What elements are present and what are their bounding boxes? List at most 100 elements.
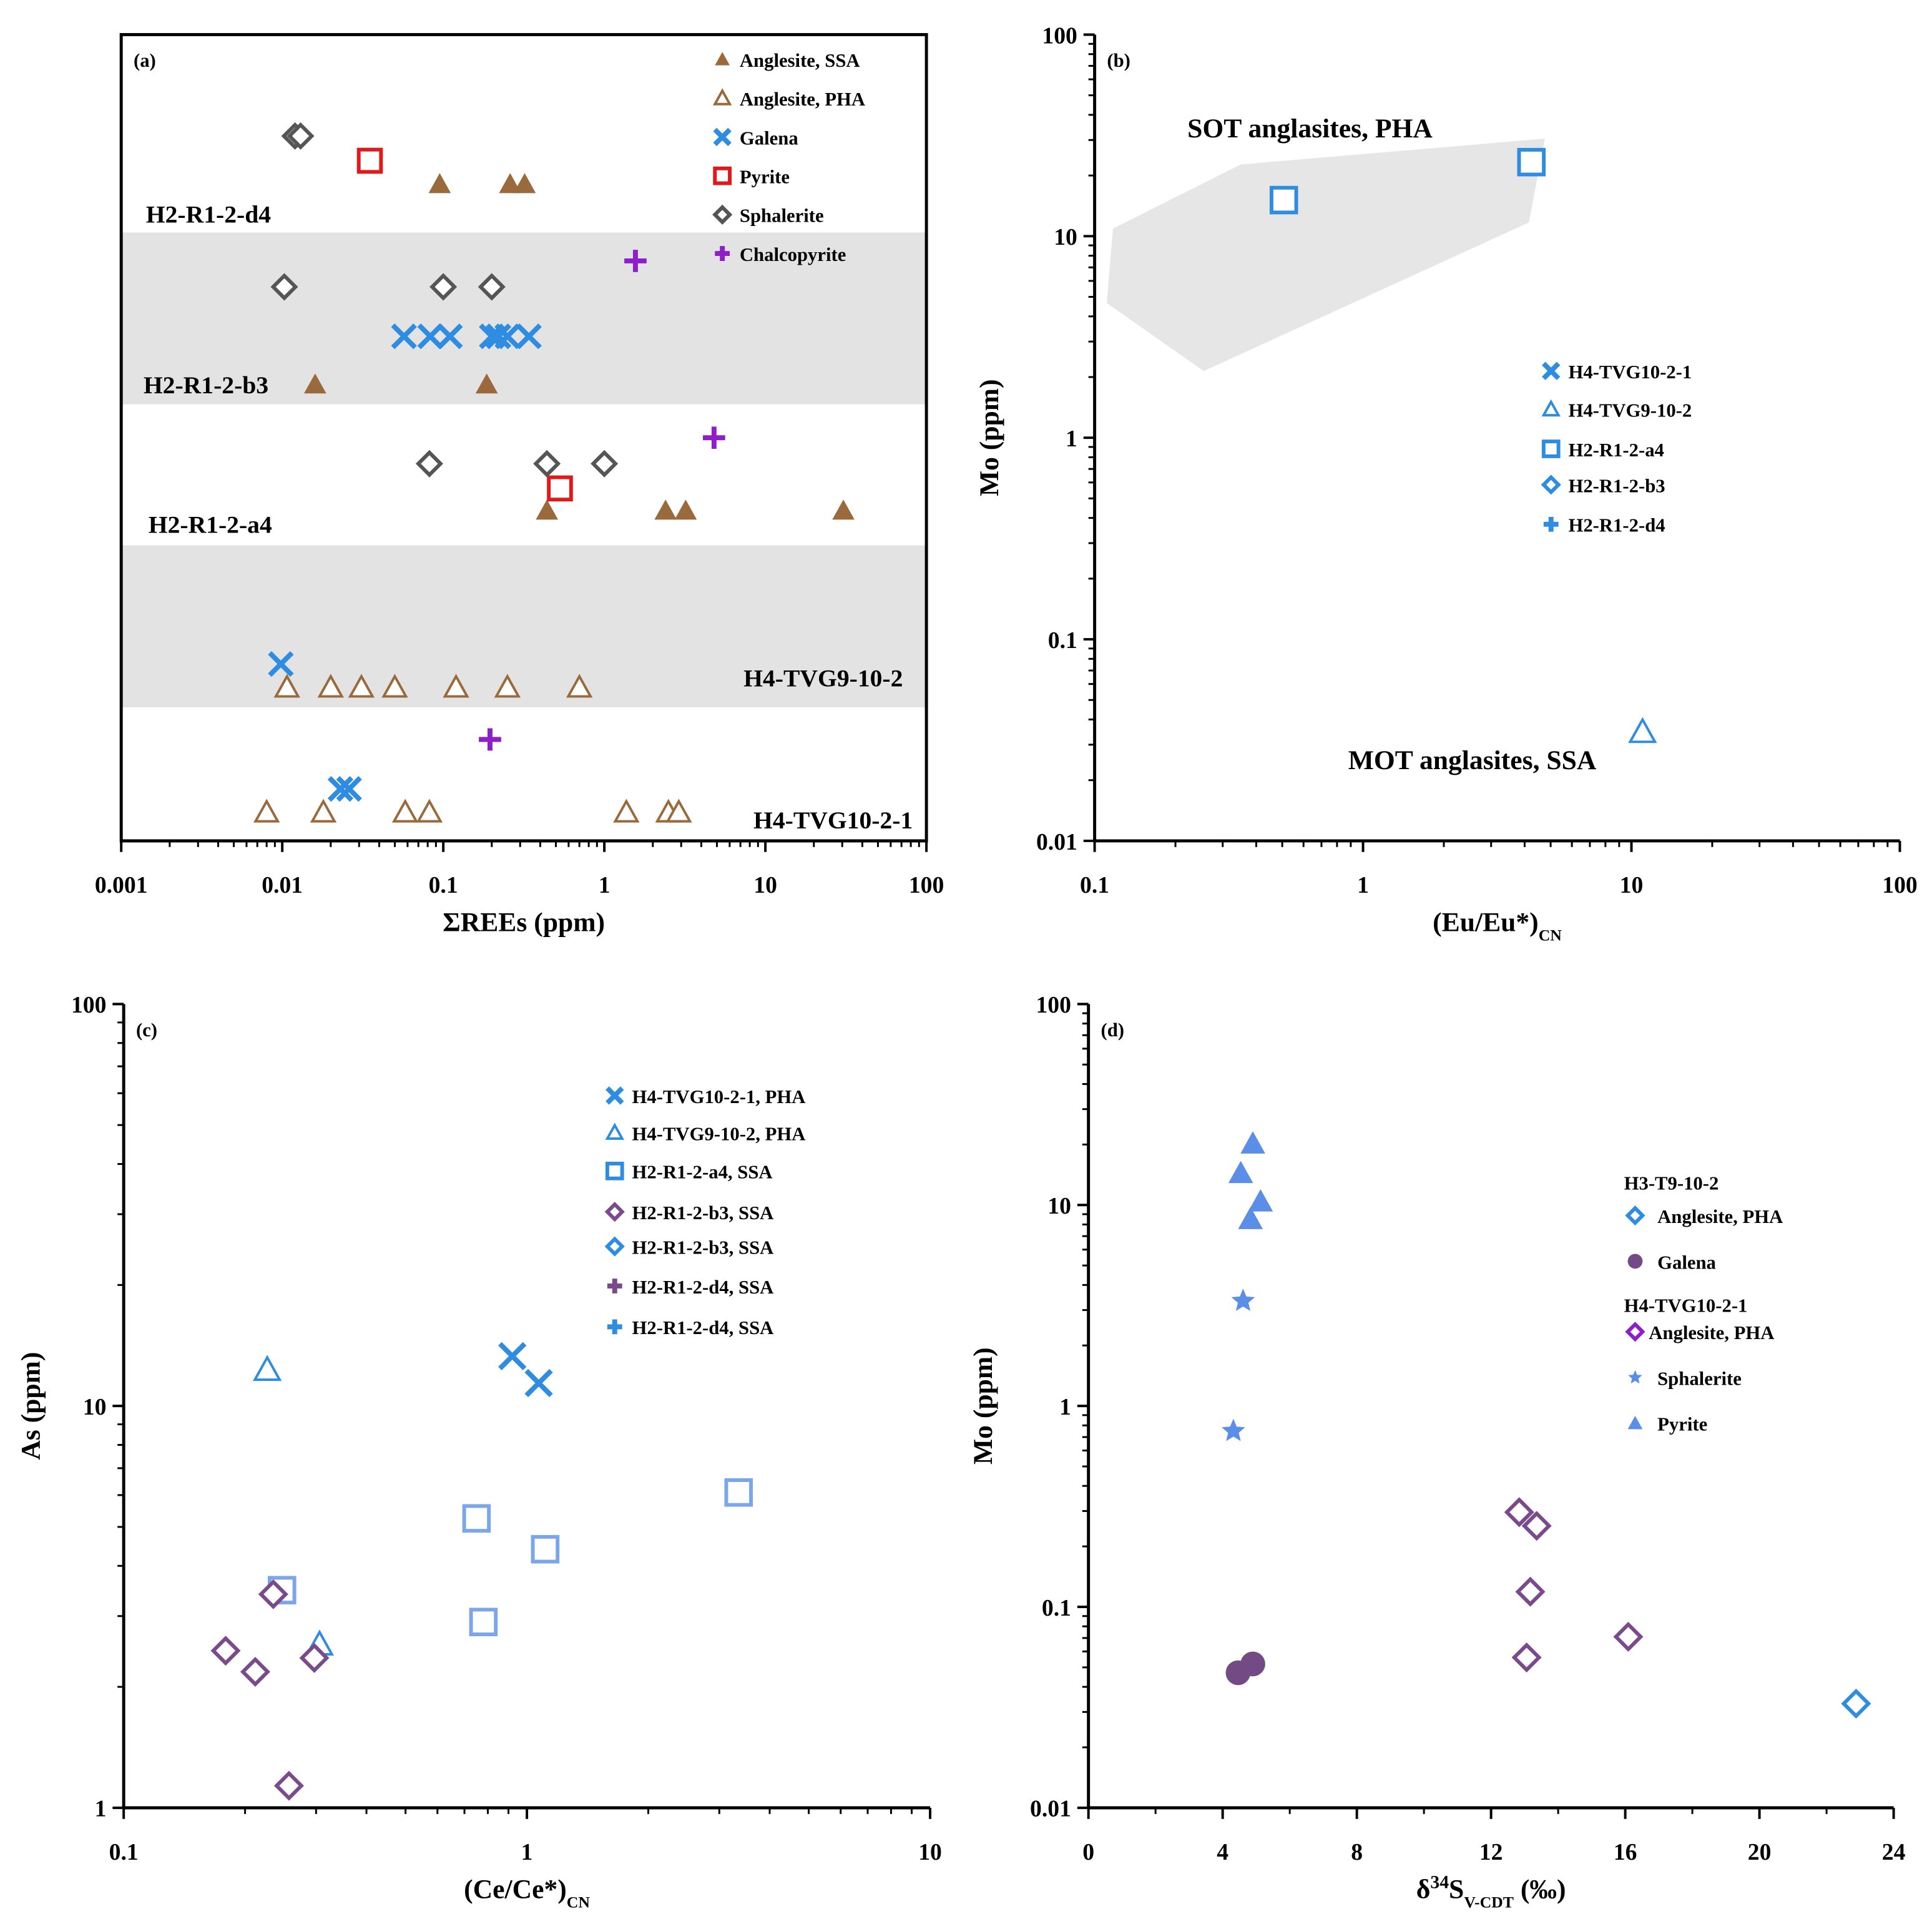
point-anglesite-ssa xyxy=(499,173,522,194)
point-anglesite-pha xyxy=(1521,1511,1552,1541)
point-pyrite xyxy=(356,147,383,174)
legend-marker-circle-icon xyxy=(1627,1254,1643,1269)
legend-label: H4-TVG10-2-1, PHA xyxy=(632,1086,806,1107)
point-galena xyxy=(327,776,354,802)
y-tick-label: 100 xyxy=(1042,22,1077,49)
point-galena xyxy=(391,323,417,350)
point-sphalerite xyxy=(478,273,506,301)
x-tick-label: 20 xyxy=(1748,1839,1772,1865)
panel-d: 0 4 8 12 16 20 24 0.01 0.1 1 10 100 (d) δ34SV-CDT (‰)… xyxy=(968,992,1905,1911)
point-anglesite-pha xyxy=(1515,1576,1546,1607)
x-tick-label: 100 xyxy=(1882,872,1917,898)
point-h2-r1-2-a4-ssa xyxy=(724,1478,753,1507)
point-h2-r1-2-b3-ssa xyxy=(210,1636,241,1666)
y-tick-label: 10 xyxy=(1054,224,1077,250)
x-tick-label: 1 xyxy=(599,872,610,898)
row-label: H2-R1-2-a4 xyxy=(149,511,272,539)
legend-label: H4-TVG9-10-2, PHA xyxy=(632,1123,806,1144)
panel-label: (c) xyxy=(136,1019,157,1041)
plot-frame xyxy=(119,32,928,843)
legend-marker-triangle-open-icon xyxy=(1541,399,1561,417)
legend-marker-diamond-open-icon xyxy=(604,1202,625,1222)
legend-marker-star-icon xyxy=(1628,1370,1642,1384)
x-tick-label: 1 xyxy=(1357,872,1369,898)
legend-label: H2-R1-2-b3, SSA xyxy=(632,1237,774,1259)
x-label-part: (Ce/Ce*) xyxy=(464,1874,567,1904)
point-h2-r1-2-a4-ssa xyxy=(469,1608,498,1636)
legend-label: Anglesite, PHA xyxy=(740,89,865,110)
point-anglesite-ssa xyxy=(475,373,498,394)
y-tick-label: 0.1 xyxy=(1042,1595,1071,1621)
legend-label: Sphalerite xyxy=(1657,1368,1742,1389)
legend-label: H4-TVG10-2-1 xyxy=(1568,361,1692,383)
point-sphalerite xyxy=(1222,1418,1245,1441)
point-h4-tvg10-2-1-pha xyxy=(498,1342,527,1371)
point-h2-r1-2-a4-ssa xyxy=(531,1534,560,1564)
x-label-part: (Eu/Eu*) xyxy=(1433,908,1539,938)
point-galena xyxy=(437,323,463,350)
panel-label: (a) xyxy=(134,50,156,71)
point-anglesite-ssa xyxy=(674,499,697,520)
y-tick-label: 0.1 xyxy=(1048,627,1077,654)
point-anglesite-pha xyxy=(613,798,640,823)
legend-marker-plus-icon xyxy=(607,1319,622,1335)
legend-group-title: H4-TVG10-2-1 xyxy=(1624,1295,1748,1317)
field-label: SOT anglasites, PHA xyxy=(1187,114,1433,144)
point-anglesite-pha xyxy=(443,674,469,698)
point-chalcopyrite xyxy=(703,426,725,449)
legend-label: H2-R1-2-b3 xyxy=(1568,475,1665,496)
point-h2-r1-2-a4-ssa xyxy=(462,1504,491,1533)
x-tick-label: 0 xyxy=(1082,1839,1094,1865)
y-axis-label: As (ppm) xyxy=(16,1352,46,1460)
point-anglesite-pha xyxy=(665,798,692,823)
y-tick-label: 100 xyxy=(71,992,106,1018)
point-anglesite-ssa xyxy=(303,373,326,394)
x-axis-label: (Ce/Ce*)CN xyxy=(464,1874,590,1910)
point-anglesite-pha xyxy=(348,674,375,698)
legend-label: H2-R1-2-d4, SSA xyxy=(632,1317,774,1338)
legend-label: H2-R1-2-d4 xyxy=(1568,515,1665,536)
point-anglesite-pha xyxy=(1613,1621,1644,1652)
point-anglesite-pha xyxy=(1504,1497,1534,1528)
x-axis-label: (Eu/Eu*)CN xyxy=(1433,908,1562,944)
point-anglesite-pha xyxy=(317,674,345,698)
legend-label: Pyrite xyxy=(1657,1414,1707,1435)
point-anglesite-ssa xyxy=(428,173,451,194)
point-anglesite-pha xyxy=(381,674,408,698)
point-galena xyxy=(1240,1651,1265,1677)
shaded-band-H2-R1-2-b3 xyxy=(121,232,927,405)
x-tick-label: 0.1 xyxy=(109,1839,139,1865)
y-tick-label: 10 xyxy=(1047,1193,1071,1219)
x-label-sup: 34 xyxy=(1430,1872,1449,1892)
legend-label: Galena xyxy=(1657,1252,1716,1273)
x-label-sub: V-CDT xyxy=(1464,1893,1514,1911)
row-label: H2-R1-2-b3 xyxy=(144,371,268,399)
legend-marker-square-open-icon xyxy=(605,1161,624,1180)
legend-marker-plus-icon xyxy=(1543,516,1559,532)
legend-marker-diamond-open-icon xyxy=(1541,474,1561,495)
x-label-sub: CN xyxy=(567,1893,591,1911)
point-anglesite-ssa xyxy=(654,499,677,520)
y-tick-label: 0.01 xyxy=(1030,1796,1071,1822)
legend-label: Sphalerite xyxy=(740,205,824,227)
row-label: H4-TVG10-2-1 xyxy=(753,807,913,834)
legend-marker-plus-icon xyxy=(607,1279,622,1293)
legend-marker-triangle-open-icon xyxy=(712,88,732,106)
legend-label: H2-R1-2-b3, SSA xyxy=(632,1202,774,1224)
y-tick-label: 10 xyxy=(83,1394,107,1420)
point-h2-r1-2-a4 xyxy=(1517,147,1546,177)
point-galena xyxy=(485,323,512,350)
point-galena xyxy=(268,651,294,677)
point-galena xyxy=(516,323,542,350)
point-h4-tvg10-2-1-pha xyxy=(524,1368,553,1398)
x-tick-label: 16 xyxy=(1614,1839,1637,1865)
x-tick-label: 10 xyxy=(918,1839,942,1865)
x-tick-label: 24 xyxy=(1882,1839,1906,1865)
legend-group-title: H3-T9-10-2 xyxy=(1624,1173,1719,1194)
point-anglesite-ssa xyxy=(536,499,558,520)
shaded-band-H4-TVG9-10-2 xyxy=(121,545,927,707)
point-h2-r1-2-b3-ssa xyxy=(299,1642,330,1673)
x-tick-label: 0.1 xyxy=(1080,872,1109,898)
